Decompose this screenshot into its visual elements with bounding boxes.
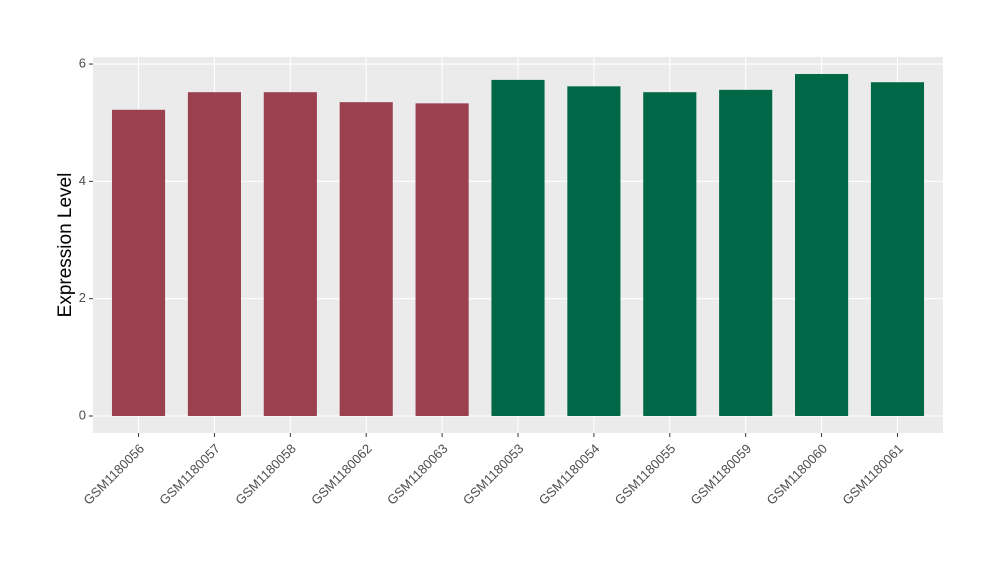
- x-tick-label: GSM1180056: [80, 441, 147, 508]
- bar: [795, 74, 849, 416]
- x-tick-label: GSM1180053: [460, 441, 527, 508]
- x-tick-label: GSM1180060: [763, 441, 830, 508]
- x-tick-label: GSM1180058: [232, 441, 299, 508]
- bar: [415, 103, 469, 416]
- bar: [643, 92, 697, 416]
- bar: [491, 79, 545, 416]
- x-tick-label: GSM1180063: [384, 441, 451, 508]
- y-tick-label: 6: [79, 55, 86, 70]
- y-tick-label: 4: [79, 173, 86, 188]
- x-tick-label: GSM1180055: [612, 441, 679, 508]
- x-tick-label: GSM1180054: [536, 441, 603, 508]
- y-tick-label: 0: [79, 407, 86, 422]
- bar: [187, 92, 241, 416]
- x-tick-label: GSM1180062: [308, 441, 375, 508]
- x-tick-label: GSM1180057: [156, 441, 223, 508]
- y-axis-title: Expression Level: [55, 173, 76, 318]
- bar: [263, 92, 317, 416]
- bar: [719, 89, 773, 416]
- bar: [111, 109, 166, 416]
- bar: [339, 102, 393, 416]
- x-tick-label: GSM1180061: [839, 441, 906, 508]
- bar: [567, 86, 621, 416]
- x-tick-label: GSM1180059: [688, 441, 755, 508]
- bar: [870, 82, 925, 416]
- y-tick-label: 2: [79, 290, 86, 305]
